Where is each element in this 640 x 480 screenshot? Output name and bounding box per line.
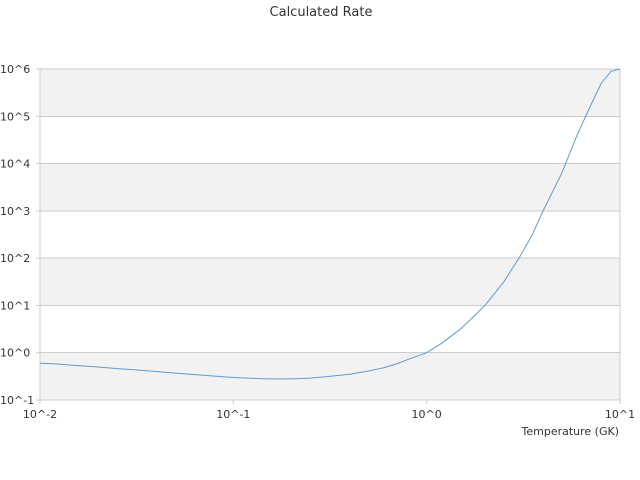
grid-band (40, 163, 620, 211)
x-tick-label: 10^-1 (216, 408, 250, 421)
y-tick-label: 10^-1 (0, 394, 34, 407)
y-tick-label: 10^6 (0, 63, 30, 76)
y-tick-label: 10^2 (0, 252, 30, 265)
x-axis-label: Temperature (GK) (521, 425, 620, 438)
chart-title: Calculated Rate (270, 5, 373, 20)
y-tick-label: 10^0 (0, 347, 30, 360)
grid-bands (40, 69, 620, 400)
x-axis-ticks: 10^-2 10^-1 10^0 10^1 (23, 400, 635, 421)
y-axis-ticks: 10^-1 10^0 10^1 10^2 10^3 10^4 10^5 10^6 (0, 63, 40, 407)
x-tick-label: 10^1 (605, 408, 635, 421)
x-tick-label: 10^-2 (23, 408, 57, 421)
y-tick-label: 10^3 (0, 205, 30, 218)
y-tick-label: 10^1 (0, 299, 30, 312)
series-line (39, 68, 621, 380)
y-tick-label: 10^5 (0, 110, 30, 123)
grid-lines (39, 68, 621, 401)
x-tick-label: 10^0 (412, 408, 442, 421)
grid-band (40, 258, 620, 306)
grid-band (40, 69, 620, 117)
y-tick-label: 10^4 (0, 158, 30, 171)
